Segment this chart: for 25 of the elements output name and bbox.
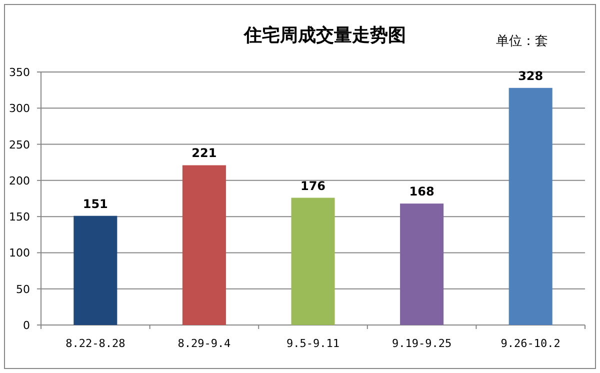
- bar: [182, 165, 226, 325]
- bar: [74, 216, 118, 325]
- data-label: 151: [82, 196, 108, 211]
- x-tick-label: 9.19-9.25: [392, 337, 452, 350]
- data-label: 176: [300, 178, 326, 193]
- y-tick-label: 100: [9, 246, 30, 260]
- x-tick-label: 9.5-9.11: [286, 337, 340, 350]
- y-tick-label: 0: [23, 319, 30, 332]
- text: 单位：套: [496, 34, 548, 49]
- data-label: 168: [409, 184, 434, 199]
- x-tick-label: 8.22-8.28: [66, 337, 126, 350]
- bar: [400, 204, 444, 325]
- bar: [508, 88, 552, 325]
- data-label: 328: [518, 68, 544, 83]
- y-tick-label: 150: [9, 210, 30, 224]
- data-label: 221: [192, 146, 217, 160]
- y-tick-label: 250: [9, 138, 30, 152]
- y-tick-label: 50: [16, 282, 30, 296]
- chart-title: 住宅周成交量走势图: [243, 25, 406, 46]
- bar: [291, 198, 335, 325]
- x-tick-label: 9.26-10.2: [500, 337, 560, 350]
- x-tick-label: 8.29-9.4: [178, 337, 232, 350]
- y-tick-label: 350: [9, 66, 30, 79]
- y-tick-label: 200: [9, 174, 30, 188]
- y-tick-label: 300: [9, 102, 30, 116]
